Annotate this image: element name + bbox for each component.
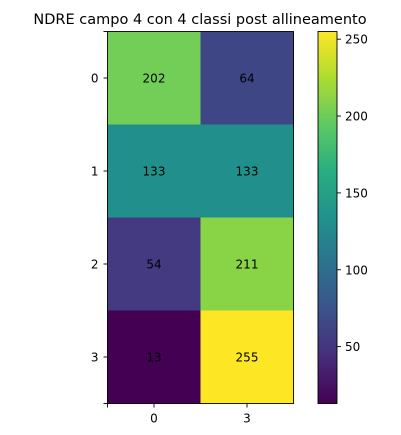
colorbar-tick-label: 150	[345, 186, 368, 200]
heatmap-cell	[200, 217, 294, 311]
y-axis: 0 1 2 3	[91, 31, 108, 404]
colorbar-tick-label: 100	[345, 263, 368, 277]
plot-frame	[107, 31, 294, 404]
y-tick-label: 0	[91, 72, 99, 86]
heatmap-cell	[200, 31, 294, 125]
colorbar	[318, 31, 337, 404]
y-tick-label: 3	[91, 351, 99, 365]
colorbar-tick-label: 250	[345, 33, 368, 47]
colorbar-frame	[317, 31, 338, 404]
cell-value-label: 202	[143, 72, 166, 86]
heatmap-cells	[107, 31, 294, 404]
cell-annotations: 202 64 133 133 54 211 13 255	[143, 72, 259, 365]
y-tick-label: 2	[91, 258, 99, 272]
cell-value-label: 13	[146, 351, 161, 365]
cell-value-label: 133	[236, 165, 259, 179]
cell-value-label: 255	[236, 351, 259, 365]
x-tick-label: 0	[150, 412, 158, 426]
heatmap-cell	[107, 31, 201, 125]
colorbar-tick-label: 200	[345, 110, 368, 124]
heatmap-cell	[107, 124, 201, 218]
colorbar-axis: 50 100 150 200 250	[337, 33, 368, 354]
cell-value-label: 133	[143, 165, 166, 179]
cell-value-label: 54	[146, 258, 161, 272]
chart-title: NDRE campo 4 con 4 classi post allineame…	[33, 12, 366, 28]
x-tick-label: 3	[243, 412, 251, 426]
heatmap-cell	[200, 124, 294, 218]
heatmap-cell	[107, 310, 201, 404]
cell-value-label: 211	[236, 258, 259, 272]
heatmap-cell	[200, 310, 294, 404]
heatmap-cell	[107, 217, 201, 311]
y-tick-label: 1	[91, 165, 99, 179]
cell-value-label: 64	[239, 72, 254, 86]
colorbar-tick-label: 50	[345, 340, 360, 354]
